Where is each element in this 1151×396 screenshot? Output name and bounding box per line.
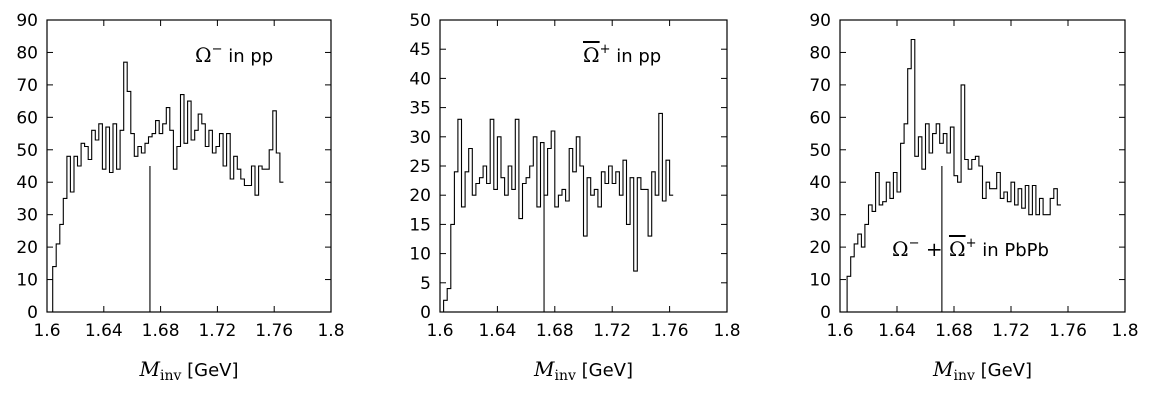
x-label-subscript: inv — [160, 368, 181, 384]
y-tick-label: 50 — [409, 11, 431, 31]
y-tick-label: 25 — [409, 157, 431, 177]
y-tick-label: 30 — [16, 206, 38, 226]
y-tick-label: 20 — [409, 186, 431, 206]
x-label-symbol: M — [139, 357, 161, 381]
y-tick-label: 10 — [16, 271, 38, 291]
annotation-plus: + — [920, 237, 949, 261]
x-axis-label: Minv [GeV] — [139, 357, 239, 384]
x-tick-label: 1.72 — [992, 321, 1030, 341]
x-label-unit: [GeV] — [576, 360, 633, 381]
annotation-text: in pp — [611, 46, 662, 67]
x-tick-label: 1.8 — [713, 321, 740, 341]
y-tick-label: 20 — [16, 238, 38, 258]
y-tick-label: 40 — [16, 173, 38, 193]
x-label-symbol: M — [533, 357, 555, 381]
y-tick-label: 10 — [809, 271, 831, 291]
x-label-unit: [GeV] — [181, 360, 238, 381]
panel-1: 0 10 20 30 40 50 60 70 80 90 1.6 1.64 1.68 1.72 1.76 1.… — [16, 11, 344, 384]
x-tick-label: 1.68 — [536, 321, 574, 341]
x-label-symbol: M — [932, 357, 954, 381]
x-tick-label: 1.68 — [935, 321, 973, 341]
x-tick-label: 1.76 — [651, 321, 689, 341]
x-tick-label: 1.8 — [317, 321, 344, 341]
x-tick-label: 1.8 — [1111, 321, 1138, 341]
x-tick-label: 1.72 — [593, 321, 631, 341]
y-tick-label: 90 — [16, 11, 38, 31]
y-tick-label: 15 — [409, 215, 431, 235]
annotation-label: Ω− + Ω+ in PbPb — [892, 236, 1049, 261]
panel-2: 0 5 10 15 20 25 30 35 40 45 50 1.6 1.64 1.68 1.72 1.76 1… — [409, 11, 740, 384]
y-tick-label: 10 — [409, 245, 431, 265]
annotation-superscript-2: + — [966, 236, 977, 251]
y-tick-label: 40 — [809, 173, 831, 193]
annotation-superscript: − — [212, 42, 223, 57]
annotation-symbol-2: Ω — [949, 237, 966, 261]
y-tick-label: 35 — [409, 99, 431, 119]
y-tick-label: 40 — [409, 69, 431, 89]
x-tick-label: 1.64 — [478, 321, 516, 341]
plot-frame — [46, 19, 332, 313]
y-tick-label: 5 — [420, 274, 431, 294]
x-tick-label: 1.64 — [85, 321, 123, 341]
x-tick-label: 1.76 — [1049, 321, 1087, 341]
y-tick-label: 50 — [809, 141, 831, 161]
annotation-superscript: + — [600, 42, 611, 57]
histogram-series — [52, 61, 284, 312]
y-tick-label: 90 — [809, 11, 831, 31]
annotation-label: Ω+ in pp — [583, 42, 661, 67]
annotation-symbol: Ω — [583, 43, 600, 67]
y-tick-label: 70 — [809, 76, 831, 96]
x-axis-label: Minv [GeV] — [932, 357, 1032, 384]
plot-frame — [839, 19, 1126, 313]
panel-3: 0 10 20 30 40 50 60 70 80 90 1.6 1.64 1.68 1.72 1.76 1.… — [809, 11, 1138, 384]
x-tick-label: 1.6 — [33, 321, 60, 341]
x-tick-label: 1.72 — [198, 321, 236, 341]
x-tick-label: 1.6 — [826, 321, 853, 341]
annotation-symbol: Ω — [195, 43, 212, 67]
y-tick-label: 30 — [409, 128, 431, 148]
y-tick-label: 60 — [809, 108, 831, 128]
y-tick-label: 80 — [809, 43, 831, 63]
y-tick-label: 20 — [809, 238, 831, 258]
y-tick-label: 70 — [16, 76, 38, 96]
x-tick-label: 1.68 — [142, 321, 180, 341]
y-tick-label: 30 — [809, 206, 831, 226]
annotation-text: in pp — [223, 46, 274, 67]
x-tick-label: 1.6 — [426, 321, 453, 341]
y-tick-label: 0 — [27, 303, 38, 323]
x-label-unit: [GeV] — [975, 360, 1032, 381]
y-tick-label: 50 — [16, 141, 38, 161]
histogram-series — [440, 112, 674, 313]
annotation-label: Ω− in pp — [195, 42, 273, 67]
y-tick-label: 0 — [820, 303, 831, 323]
y-tick-label: 45 — [409, 40, 431, 60]
x-label-subscript: inv — [554, 368, 575, 384]
histogram-series — [846, 38, 1061, 312]
y-tick-label: 80 — [16, 43, 38, 63]
annotation-superscript: − — [909, 236, 920, 251]
annotation-text: in PbPb — [976, 240, 1048, 261]
y-tick-label: 0 — [420, 303, 431, 323]
x-tick-label: 1.64 — [878, 321, 916, 341]
x-label-subscript: inv — [953, 368, 974, 384]
y-tick-label: 60 — [16, 108, 38, 128]
annotation-symbol: Ω — [892, 237, 909, 261]
x-tick-label: 1.76 — [255, 321, 293, 341]
x-axis-label: Minv [GeV] — [533, 357, 633, 384]
